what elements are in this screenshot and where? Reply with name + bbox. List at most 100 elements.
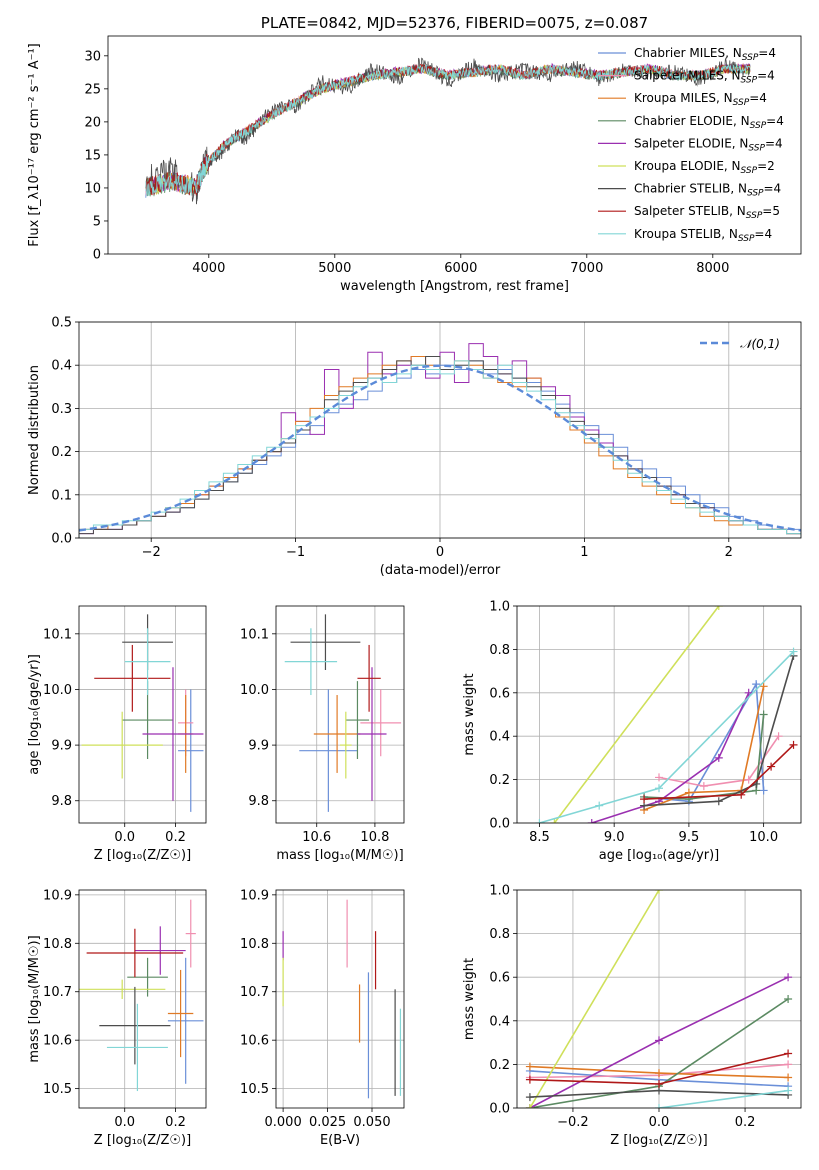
marker-kroupa_elodie	[714, 606, 723, 610]
chart-title: PLATE=0842, MJD=52376, FIBERID=0075, z=0…	[261, 14, 648, 32]
marker-chabrier_stelib	[714, 797, 723, 806]
y-tick-label: 0.8	[489, 643, 510, 658]
weight-line-chabrier_stelib	[644, 655, 795, 807]
plot-area-residuals	[79, 343, 801, 538]
x-tick-label: 5000	[318, 261, 351, 276]
x-tick-label: 1	[580, 545, 588, 560]
legend-entry-salpeter_elodie: Salpeter ELODIE, NSSP=4	[634, 136, 783, 153]
x-tick-label: 10.6	[302, 830, 331, 845]
y-tick-label: 10.9	[43, 888, 72, 903]
y-axis-label: mass weight	[462, 958, 477, 1040]
y-tick-label: 10.0	[43, 683, 72, 698]
marker-kroupa_stelib	[595, 801, 604, 810]
y-tick-label: 0.2	[489, 773, 510, 788]
marker-kroupa_miles	[525, 1062, 534, 1071]
errorbar-chabrier_miles	[167, 957, 204, 1084]
panel-spectrum: 4000 5000 6000 7000 8000 0 5 10 15 20 25 30 waveleng…	[27, 35, 802, 294]
axes-frame	[78, 889, 207, 1109]
y-tick-label: 0.1	[51, 488, 72, 503]
y-tick-label: 25	[84, 82, 101, 97]
marker-kroupa_miles	[655, 1069, 663, 1078]
errorbar-salpeter_miles	[185, 899, 196, 968]
legend-entry-gaussian: 𝒩(0,1)	[740, 337, 780, 351]
x-tick-label: 6000	[444, 261, 477, 276]
marker-salpeter_miles	[655, 773, 663, 782]
weight-line-kroupa_elodie	[529, 890, 660, 1108]
errorbar-kroupa_elodie	[79, 979, 166, 999]
marker-chabrier_stelib	[525, 1093, 534, 1102]
y-tick-label: 10.1	[240, 627, 269, 642]
y-axis-label: mass weight	[462, 673, 477, 755]
errorbar-chabrier_miles	[178, 689, 204, 812]
histogram-kroupa_stelib	[79, 360, 801, 538]
panel-mass_vs_ebv: 0.000 0.025 0.050 10.5 10.6 10.7 10.8 10.9 E(B-V…	[240, 888, 405, 1148]
y-tick-label: 30	[84, 49, 101, 64]
y-tick-label: 15	[84, 148, 101, 163]
panel-weight_vs_Z: −0.2 0.0 0.2 0.0 0.2 0.4 0.6 0.8 1.0 Z [log₁₀(Z/Z…	[462, 884, 802, 1148]
marker-salpeter_stelib	[655, 1080, 663, 1089]
y-tick-label: 1.0	[489, 884, 510, 899]
marker-salpeter_miles	[699, 782, 708, 791]
y-tick-label: 0.4	[51, 359, 72, 374]
marker-salpeter_stelib	[767, 762, 776, 771]
marker-chabrier_elodie	[784, 995, 793, 1003]
x-axis-label: E(B-V)	[320, 1133, 360, 1148]
y-tick-label: 10.8	[240, 937, 269, 952]
x-tick-label: 8.5	[529, 830, 550, 845]
plot-area-spectrum	[145, 57, 751, 205]
y-tick-label: 10.5	[240, 1082, 269, 1097]
errorbar-chabrier_stelib	[99, 986, 171, 1065]
y-tick-label: 0.0	[489, 817, 510, 832]
y-tick-label: 9.8	[248, 794, 269, 809]
weight-line-chabrier_miles	[644, 681, 765, 803]
legend-entry-salpeter_miles: Salpeter MILES, NSSP=4	[634, 69, 775, 86]
y-tick-label: 0.0	[51, 532, 72, 547]
y-tick-label: 20	[84, 115, 101, 130]
errorbar-chabrier_stelib	[290, 614, 361, 670]
y-tick-label: 10.5	[43, 1082, 72, 1097]
marker-salpeter_stelib	[737, 790, 746, 799]
marker-salpeter_elodie	[744, 688, 753, 697]
marker-kroupa_stelib	[655, 1104, 663, 1108]
legend-gaussian: 𝒩(0,1)	[700, 337, 780, 351]
y-tick-label: 10.7	[240, 985, 269, 1000]
errorbar-salpeter_elodie	[134, 926, 186, 975]
marker-kroupa_elodie	[550, 819, 559, 823]
legend-entry-kroupa_stelib: Kroupa STELIB, NSSP=4	[634, 227, 772, 244]
y-tick-label: 0	[93, 248, 101, 263]
y-tick-label: 0.0	[489, 1102, 510, 1117]
errorbar-chabrier_elodie	[345, 681, 370, 760]
y-axis-label: age [log₁₀(age/yr)]	[27, 654, 42, 775]
marker-chabrier_elodie	[759, 710, 768, 719]
x-tick-label: 4000	[192, 261, 225, 276]
y-tick-label: 10.0	[240, 683, 269, 698]
y-tick-label: 0.5	[51, 316, 72, 331]
legend-entry-salpeter_stelib: Salpeter STELIB, NSSP=5	[634, 204, 780, 221]
weight-line-kroupa_stelib	[539, 651, 795, 823]
x-tick-label: 10.0	[749, 830, 778, 845]
errorbar-kroupa_stelib	[124, 628, 171, 696]
x-axis-label: age [log₁₀(age/yr)]	[599, 848, 720, 863]
marker-salpeter_stelib	[784, 1049, 793, 1058]
marker-salpeter_elodie	[655, 1036, 663, 1045]
x-tick-label: 0.2	[165, 830, 186, 845]
x-tick-label: 0.2	[735, 1115, 756, 1130]
errorbar-salpeter_stelib	[86, 928, 184, 978]
axes-frame	[78, 605, 207, 824]
y-tick-label: 0.2	[51, 445, 72, 460]
weight-line-kroupa_elodie	[553, 606, 720, 823]
legend-entry-chabrier_stelib: Chabrier STELIB, NSSP=4	[634, 182, 781, 199]
errorbar-kroupa_elodie	[340, 711, 352, 779]
panel-mass_vs_Z: 0.0 0.2 10.5 10.6 10.7 10.8 10.9 Z [log₁₀(Z/Z☉)…	[27, 888, 207, 1148]
x-axis-label: Z [log₁₀(Z/Z☉)]	[94, 1133, 191, 1148]
y-tick-label: 10.9	[240, 888, 269, 903]
y-tick-label: 10.7	[43, 985, 72, 1000]
marker-salpeter_elodie	[714, 753, 723, 762]
panel-age_vs_Z: 0.0 0.2 9.8 9.9 10.0 10.1 Z [log₁₀(Z/Z☉)] age […	[27, 605, 207, 863]
series-line-kroupa_stelib	[145, 63, 751, 197]
errorbar-salpeter_stelib	[94, 644, 171, 712]
axes-frame	[275, 889, 405, 1109]
weight-line-salpeter_stelib	[644, 744, 795, 800]
errorbar-salpeter_miles	[360, 689, 402, 757]
